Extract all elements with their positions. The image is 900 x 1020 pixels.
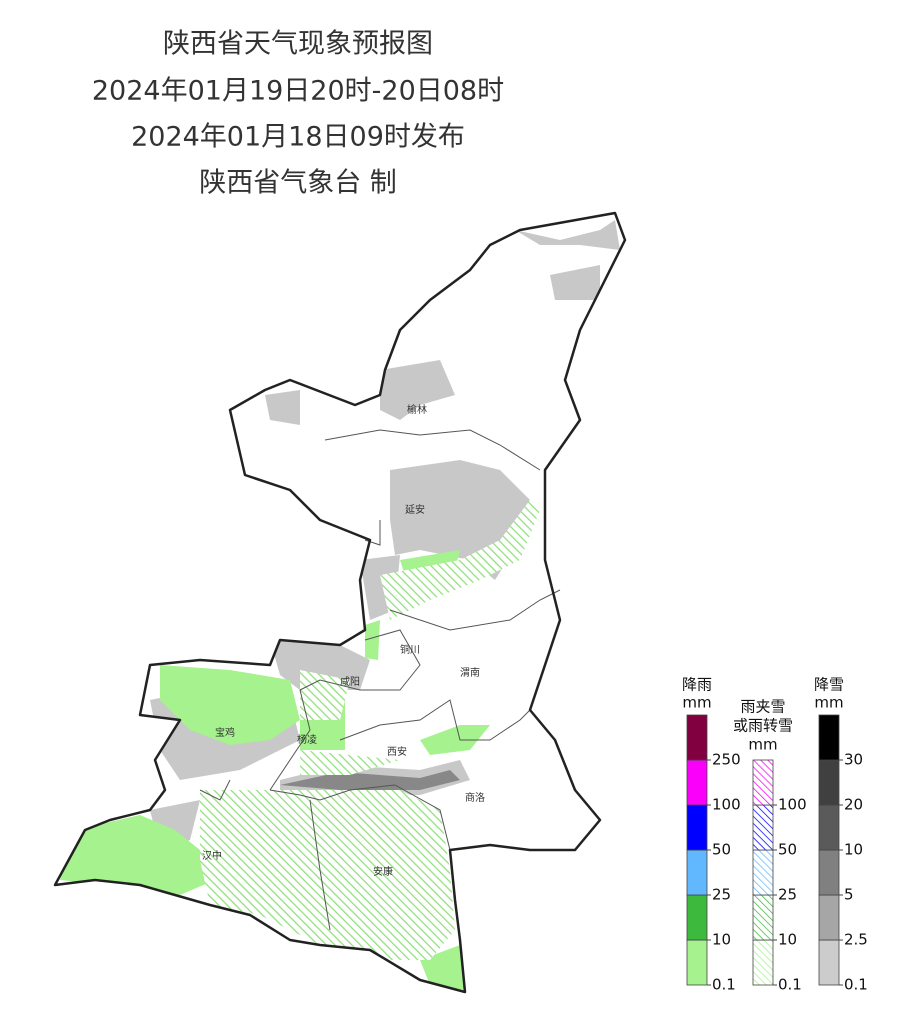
legend-tick-label: 5 — [844, 886, 854, 904]
legend-tick-label: 25 — [712, 886, 731, 904]
legend-tick-label: 10 — [778, 931, 797, 949]
legend-box — [752, 849, 774, 896]
legend-box — [752, 804, 774, 851]
legend-tick-label: 10 — [844, 841, 863, 859]
legend-tick-label: 20 — [844, 796, 863, 814]
legend-tick-label: 10 — [712, 931, 731, 949]
legend-title: mm — [748, 736, 777, 754]
legend-tick-label: 0.1 — [844, 976, 868, 994]
city-label: 商洛 — [465, 791, 485, 804]
legend-tick-label: 250 — [712, 751, 741, 769]
legend-tick-label: 25 — [778, 886, 797, 904]
map — [53, 211, 627, 994]
legend-box — [818, 714, 840, 761]
legend-box — [686, 894, 708, 941]
title-line: 2024年01月19日20时-20日08时 — [92, 76, 504, 107]
legend-title: 降雪 — [814, 676, 844, 694]
legend-box — [686, 939, 708, 986]
city-label: 宝鸡 — [215, 726, 235, 739]
legend-title: 或雨转雪 — [733, 717, 793, 735]
legend-title: mm — [682, 694, 711, 712]
legend-title: 降雨 — [682, 676, 712, 694]
city-label: 杨凌 — [297, 733, 317, 746]
city-label: 渭南 — [460, 666, 480, 679]
legend-box — [818, 804, 840, 851]
legend-box — [752, 894, 774, 941]
city-label: 安康 — [373, 865, 393, 878]
legend-tick-label: 2.5 — [844, 931, 868, 949]
city-label: 汉中 — [202, 849, 222, 862]
title-line: 陕西省天气现象预报图 — [163, 29, 433, 60]
legend-box — [752, 939, 774, 986]
city-label: 延安 — [405, 503, 425, 516]
legend-box — [818, 894, 840, 941]
legend-box — [686, 714, 708, 761]
city-label: 咸阳 — [340, 676, 360, 688]
title-line: 2024年01月18日09时发布 — [131, 122, 465, 153]
legend-title: mm — [814, 694, 843, 712]
legend-tick-label: 100 — [712, 796, 741, 814]
legend-box — [818, 849, 840, 896]
legend-tick-label: 50 — [712, 841, 731, 859]
title-line: 陕西省气象台 制 — [199, 168, 397, 199]
legend-box — [686, 759, 708, 806]
legend-box — [686, 804, 708, 851]
city-label: 铜川 — [400, 644, 420, 656]
legend-box — [818, 759, 840, 806]
legend-tick-label: 0.1 — [712, 976, 736, 994]
legend-title: 雨夹雪 — [740, 698, 785, 716]
legend-box — [686, 849, 708, 896]
legend-tick-label: 100 — [778, 796, 807, 814]
legend-box — [818, 939, 840, 986]
legend-tick-label: 30 — [844, 751, 863, 769]
legend-tick-label: 50 — [778, 841, 797, 859]
legend-box — [752, 759, 774, 806]
city-label: 榆林 — [407, 403, 427, 416]
legend-tick-label: 0.1 — [778, 976, 802, 994]
city-label: 西安 — [387, 745, 407, 758]
